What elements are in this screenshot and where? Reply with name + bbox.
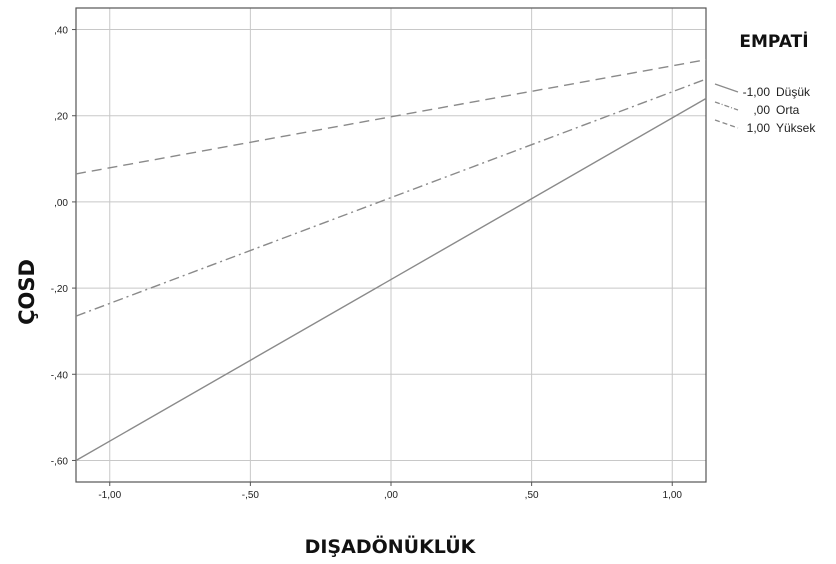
y-axis-ticks: -,60 -,40 -,20 ,00 ,20 ,40: [51, 26, 76, 467]
x-axis-ticks: -1,00 -,50 ,00 ,50 1,00: [98, 482, 682, 501]
legend-swatch: [714, 83, 739, 93]
legend-label: Orta: [776, 103, 800, 117]
legend-value: ,00: [753, 103, 770, 117]
legend-swatch: [714, 101, 739, 111]
series-line-orta: [75, 78, 707, 317]
x-tick-label: -1,00: [98, 490, 121, 501]
legend-swatch: [714, 119, 739, 129]
y-tick-label: ,00: [54, 198, 68, 209]
y-tick-label: -,20: [51, 284, 69, 295]
series-line-yüksek: [75, 59, 707, 175]
legend-label: Yüksek: [776, 121, 816, 135]
series-lines: [75, 59, 707, 462]
y-tick-label: -,40: [51, 370, 69, 381]
y-tick-label: ,40: [54, 26, 68, 37]
y-tick-label: -,60: [51, 456, 69, 467]
series-line-düşük: [75, 97, 707, 462]
legend-value: -1,00: [743, 85, 771, 99]
y-axis-label: ÇOSD: [15, 259, 39, 325]
legend: EMPATİ -1,00 Düşük ,00 Orta 1,00 Yüksek: [714, 30, 816, 135]
legend-title: EMPATİ: [739, 30, 808, 52]
y-tick-label: ,20: [54, 112, 68, 123]
x-tick-label: ,50: [525, 490, 539, 501]
legend-label: Düşük: [776, 85, 811, 99]
x-axis-label: DIŞADÖNÜKLÜK: [305, 534, 477, 558]
x-tick-label: 1,00: [663, 490, 683, 501]
x-tick-label: ,00: [384, 490, 398, 501]
grid: [76, 8, 706, 482]
legend-value: 1,00: [747, 121, 771, 135]
x-tick-label: -,50: [242, 490, 260, 501]
